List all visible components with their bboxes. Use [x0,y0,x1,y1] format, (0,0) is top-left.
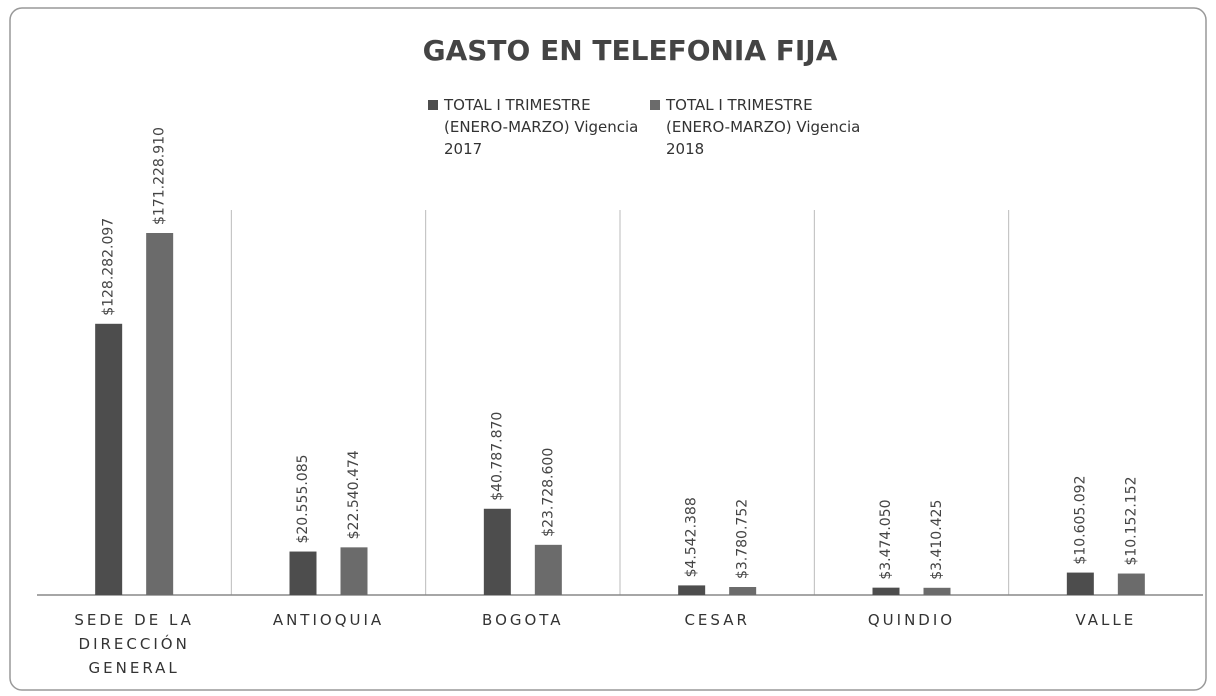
bar [95,323,123,595]
data-label: $23.728.600 [540,448,556,537]
legend-item: TOTAL I TRIMESTRE (ENERO-MARZO) Vigencia… [428,94,644,160]
legend-label: TOTAL I TRIMESTRE (ENERO-MARZO) Vigencia… [666,96,861,158]
data-label: $10.152.152 [1123,476,1139,565]
legend-swatch [650,100,660,110]
x-tick-label: CESAR [684,611,750,629]
bar [534,544,562,595]
bar [146,233,174,595]
chart-border [9,7,1207,691]
bar [289,551,317,595]
data-label: $3.780.752 [735,499,751,579]
legend-item: TOTAL I TRIMESTRE (ENERO-MARZO) Vigencia… [650,94,866,160]
data-label: $4.542.388 [684,497,700,577]
data-label: $128.282.097 [101,218,117,316]
data-label: $10.605.092 [1072,476,1088,565]
x-tick-label: QUINDIO [867,611,956,629]
bar [483,508,511,595]
x-tick-label: BOGOTA [482,611,564,629]
data-label: $3.474.050 [878,499,894,579]
bar [340,547,368,595]
data-label: $3.410.425 [929,500,945,580]
data-label: $171.228.910 [152,127,168,225]
legend-swatch [428,100,438,110]
chart-title: GASTO EN TELEFONIA FIJA [423,34,838,67]
x-tick-label: SEDE DE LA DIRECCIÓN GENERAL [74,611,194,677]
bar [1066,572,1094,595]
data-label: $22.540.474 [346,450,362,539]
legend-label: TOTAL I TRIMESTRE (ENERO-MARZO) Vigencia… [444,96,639,158]
data-label: $40.787.870 [489,412,505,501]
bar [923,587,951,595]
x-tick-label: ANTIOQUIA [272,611,385,629]
bar [678,585,706,595]
x-tick-label: VALLE [1075,611,1137,629]
bar [729,587,757,595]
data-label: $20.555.085 [295,454,311,543]
bar [1117,573,1145,595]
bar [872,587,900,595]
